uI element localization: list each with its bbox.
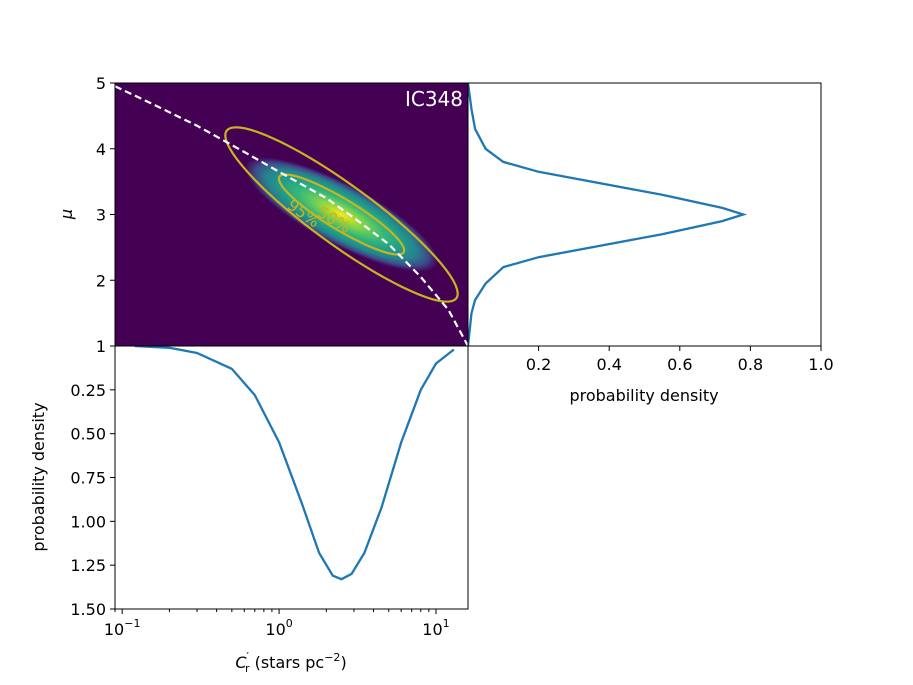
contour-95: [224, 126, 459, 303]
joint-y-axis-label: μ: [57, 209, 76, 220]
mu-x-axis-label: probability density: [569, 386, 718, 405]
cr-x-tick-label: 100: [265, 617, 292, 639]
mu-x-tick-label: 0.8: [738, 355, 763, 374]
cr-x-label-close: ): [340, 653, 346, 672]
cr-x-label-sub: r: [245, 662, 250, 675]
cr-x-ticks: 10−1 100 101: [104, 609, 450, 639]
cr-x-label-exp: −2: [324, 651, 340, 664]
cr-x-label-base: C: [235, 653, 247, 672]
dashed-curve: [115, 85, 468, 346]
cr-x-tick-base: 10: [265, 620, 285, 639]
cr-x-label-sup: ′: [246, 650, 249, 663]
cr-x-axis-label: C′ r (stars pc−2): [235, 650, 346, 675]
joint-y-tick-label: 2: [96, 271, 106, 290]
cr-y-tick-label: 0.75: [70, 469, 106, 488]
joint-y-tick-label: 4: [96, 140, 106, 159]
mu-x-tick-label: 0.2: [526, 355, 551, 374]
cr-density-line: [134, 346, 455, 581]
mu-x-tick-label: 0.6: [667, 355, 692, 374]
joint-y-tick-label: 1: [96, 337, 106, 356]
cr-x-tick-base: 10: [104, 620, 124, 639]
mu-density-line: [468, 83, 748, 346]
mu-x-ticks: 0.2 0.4 0.6 0.8 1.0: [526, 346, 834, 374]
joint-y-ticks: 1 2 3 4 5: [96, 74, 115, 356]
cr-panel: 0.250.500.751.001.251.50 10−1 100 101 prob…: [29, 345, 469, 675]
cr-y-tick-label: 0.25: [70, 381, 106, 400]
cr-y-axis-label: probability density: [29, 402, 48, 551]
joint-y-tick-label: 3: [96, 206, 106, 225]
contour-50: [277, 173, 406, 256]
cr-x-tick-exp: 1: [443, 617, 450, 630]
density-peak: [245, 157, 438, 272]
cr-x-tick-exp: −1: [124, 617, 140, 630]
mu-panel: 0.2 0.4 0.6 0.8 1.0 probability density: [467, 82, 834, 405]
mu-x-tick-label: 1.0: [808, 355, 833, 374]
cr-x-tick-base: 10: [422, 620, 442, 639]
joint-y-tick-label: 5: [96, 74, 106, 93]
cr-y-ticks: 0.25 0.50 0.75 1.00 1.25 1.50: [70, 381, 115, 619]
cr-x-tick-label: 101: [422, 617, 449, 639]
cr-y-tick-label: 1.50: [70, 600, 106, 619]
cr-x-tick-label: 10−1: [104, 617, 141, 639]
cr-x-tick-exp: 0: [286, 617, 293, 630]
cr-y-tick-label: 0.50: [70, 425, 106, 444]
mu-frame: [467, 82, 822, 347]
cr-y-tick-label: 1.00: [70, 512, 106, 531]
panel-annotation: IC348: [405, 87, 463, 111]
mu-x-tick-label: 0.4: [596, 355, 621, 374]
cr-x-label-rest: (stars pc: [250, 653, 325, 672]
cr-y-tick-label: 1.25: [70, 556, 106, 575]
